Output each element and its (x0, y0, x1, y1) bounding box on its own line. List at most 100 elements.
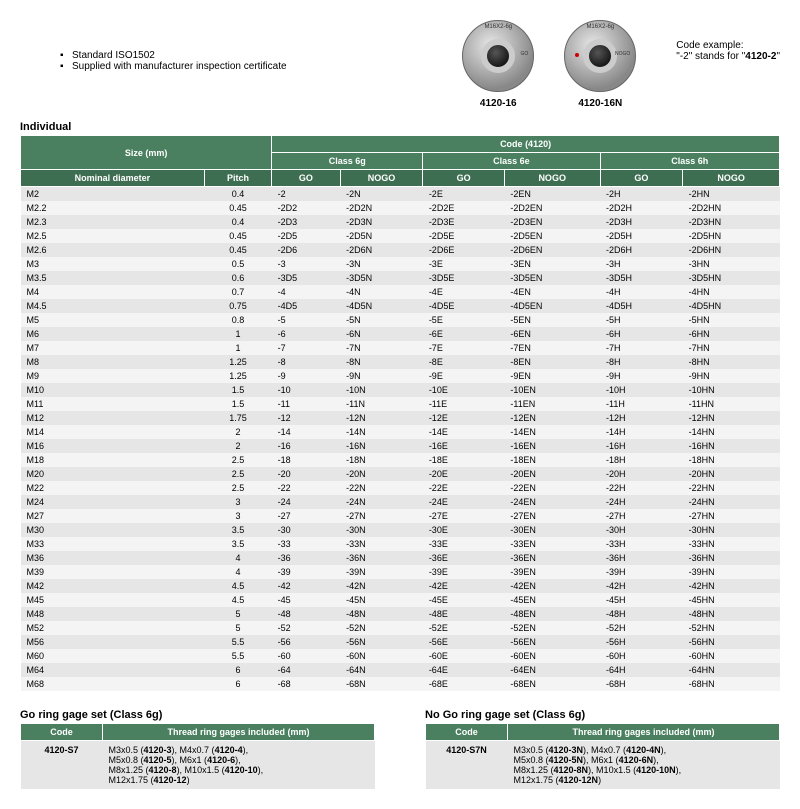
table-cell: -45E (423, 593, 505, 607)
table-row: M333.5-33-33N-33E-33EN-33H-33HN (21, 537, 780, 551)
table-row: M222.5-22-22N-22E-22EN-22H-22HN (21, 481, 780, 495)
nogo-dot-icon (575, 53, 579, 57)
set-included: M3x0.5 (4120-3N), M4x0.7 (4120-4N),M5x0.… (508, 741, 780, 790)
th-nogo: NOGO (340, 170, 423, 187)
table-cell: -48E (423, 607, 505, 621)
table-cell: -2D5H (600, 229, 683, 243)
table-cell: -39EN (504, 565, 600, 579)
table-cell: -2D2E (423, 201, 505, 215)
table-cell: -30H (600, 523, 683, 537)
table-cell: 0.5 (204, 257, 271, 271)
table-cell: -4N (340, 285, 423, 299)
table-cell: -39N (340, 565, 423, 579)
th-size: Size (mm) (21, 136, 272, 170)
table-cell: -9E (423, 369, 505, 383)
table-row: M273-27-27N-27E-27EN-27H-27HN (21, 509, 780, 523)
table-cell: 4.5 (204, 593, 271, 607)
table-cell: -4EN (504, 285, 600, 299)
table-cell: -48 (272, 607, 341, 621)
table-row: M91.25-9-9N-9E-9EN-9H-9HN (21, 369, 780, 383)
table-cell: 4.5 (204, 579, 271, 593)
table-cell: -45H (600, 593, 683, 607)
table-cell: -2D6 (272, 243, 341, 257)
table-cell: M3 (21, 257, 205, 271)
table-cell: -22HN (683, 481, 780, 495)
table-cell: -33HN (683, 537, 780, 551)
table-cell: -45N (340, 593, 423, 607)
table-cell: -2D6N (340, 243, 423, 257)
table-cell: -12N (340, 411, 423, 425)
table-cell: -10HN (683, 383, 780, 397)
table-cell: 2.5 (204, 453, 271, 467)
ring-side: GO (521, 51, 529, 57)
table-cell: -2D3E (423, 215, 505, 229)
table-row: M646-64-64N-64E-64EN-64H-64HN (21, 663, 780, 677)
table-cell: -11HN (683, 397, 780, 411)
table-cell: -18 (272, 453, 341, 467)
th-included: Thread ring gages included (mm) (103, 724, 375, 741)
table-cell: -24N (340, 495, 423, 509)
table-cell: -9H (600, 369, 683, 383)
table-cell: -11H (600, 397, 683, 411)
table-cell: M8 (21, 355, 205, 369)
table-cell: -60N (340, 649, 423, 663)
table-cell: 6 (204, 663, 271, 677)
table-cell: -14EN (504, 425, 600, 439)
top-section: Standard ISO1502 Supplied with manufactu… (20, 20, 780, 109)
table-cell: -33E (423, 537, 505, 551)
table-cell: M68 (21, 677, 205, 691)
table-cell: 0.4 (204, 215, 271, 229)
table-row: M485-48-48N-48E-48EN-48H-48HN (21, 607, 780, 621)
table-cell: -7N (340, 341, 423, 355)
table-cell: -45 (272, 593, 341, 607)
table-cell: -2E (423, 187, 505, 202)
table-cell: -2HN (683, 187, 780, 202)
table-cell: -24 (272, 495, 341, 509)
table-row: M364-36-36N-36E-36EN-36H-36HN (21, 551, 780, 565)
table-cell: -4D5 (272, 299, 341, 313)
table-cell: 2.5 (204, 481, 271, 495)
table-cell: -10N (340, 383, 423, 397)
table-row: M142-14-14N-14E-14EN-14H-14HN (21, 425, 780, 439)
table-cell: -2D5HN (683, 229, 780, 243)
table-cell: M36 (21, 551, 205, 565)
table-cell: -3N (340, 257, 423, 271)
set-code: 4120-S7N (426, 741, 508, 790)
table-cell: -18HN (683, 453, 780, 467)
product-nogo: M16X2-6g NOGO 4120-16N (564, 20, 636, 109)
table-cell: -45EN (504, 593, 600, 607)
table-cell: -48HN (683, 607, 780, 621)
table-cell: M7 (21, 341, 205, 355)
table-cell: -2D3EN (504, 215, 600, 229)
table-cell: -60 (272, 649, 341, 663)
table-cell: M48 (21, 607, 205, 621)
table-cell: 0.8 (204, 313, 271, 327)
table-cell: 3.5 (204, 523, 271, 537)
table-cell: -24E (423, 495, 505, 509)
ring-gage-icon: M16X2-6g NOGO (564, 20, 636, 92)
table-cell: M60 (21, 649, 205, 663)
table-cell: -4E (423, 285, 505, 299)
table-row: M101.5-10-10N-10E-10EN-10H-10HN (21, 383, 780, 397)
note-item: Standard ISO1502 (60, 50, 462, 61)
table-row: M2.60.45-2D6-2D6N-2D6E-2D6EN-2D6H-2D6HN (21, 243, 780, 257)
table-cell: 1.25 (204, 355, 271, 369)
th-code: Code (4120) (272, 136, 780, 153)
table-cell: -8EN (504, 355, 600, 369)
set-code: 4120-S7 (21, 741, 103, 790)
table-cell: -7H (600, 341, 683, 355)
table-cell: 0.45 (204, 243, 271, 257)
ring-side: NOGO (615, 51, 630, 57)
table-cell: -12 (272, 411, 341, 425)
product-code: 4120-16N (564, 98, 636, 109)
table-row: M121.75-12-12N-12E-12EN-12H-12HN (21, 411, 780, 425)
table-cell: -56 (272, 635, 341, 649)
table-cell: -14E (423, 425, 505, 439)
table-cell: M3.5 (21, 271, 205, 285)
table-cell: 0.45 (204, 201, 271, 215)
table-row: M2.20.45-2D2-2D2N-2D2E-2D2EN-2D2H-2D2HN (21, 201, 780, 215)
table-cell: -22EN (504, 481, 600, 495)
table-cell: -22H (600, 481, 683, 495)
table-cell: -14H (600, 425, 683, 439)
table-cell: -20H (600, 467, 683, 481)
